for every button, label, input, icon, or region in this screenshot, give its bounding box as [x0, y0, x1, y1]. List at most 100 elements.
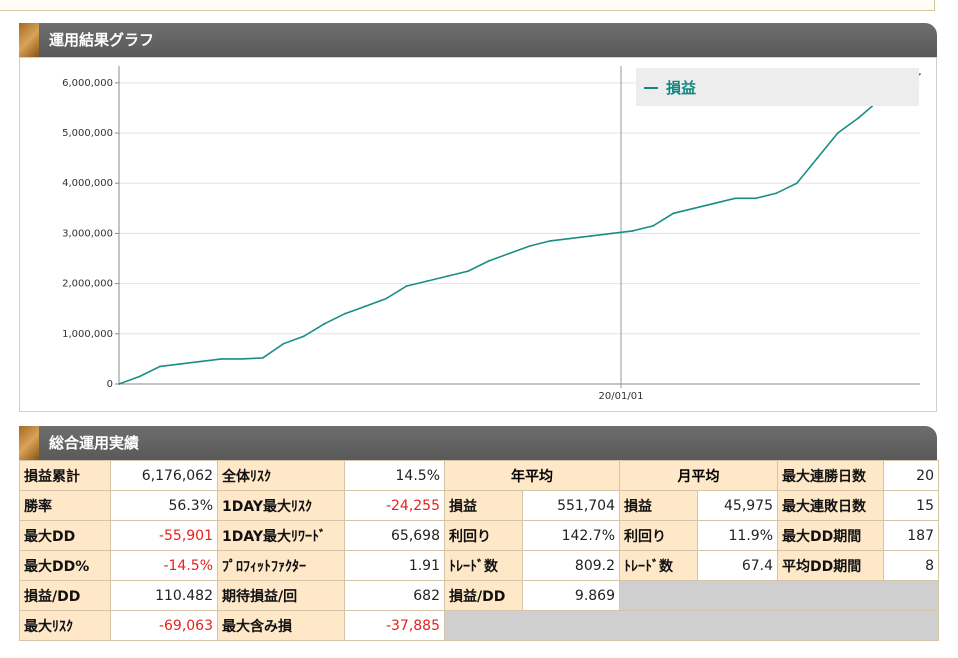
- data-point: [364, 305, 367, 308]
- data-point: [118, 383, 120, 385]
- data-point: [652, 225, 654, 227]
- y-tick-label: 5,000,000: [62, 128, 113, 139]
- stat-label: 最大含み損: [217, 610, 345, 641]
- data-point: [159, 365, 162, 368]
- performance-stats-table: 損益累計 6,176,062 全体ﾘｽｸ 14.5% 年平均 月平均 最大連勝日…: [19, 460, 939, 641]
- stat-label: 勝率: [19, 490, 111, 521]
- data-point: [713, 202, 716, 205]
- chart-section-header: 運用結果グラフ: [19, 23, 937, 57]
- y-tick-label: 6,000,000: [62, 78, 113, 89]
- data-point: [795, 182, 798, 185]
- data-point: [200, 360, 203, 363]
- header-accent-mark: [19, 426, 39, 460]
- stats-row-5: 損益/DD 110.482 期待損益/回 682 損益/DD 9.869: [19, 580, 939, 611]
- stat-value: 11.9%: [697, 520, 778, 551]
- series-line: [118, 73, 921, 385]
- stat-label: 利回り: [619, 520, 698, 551]
- data-point: [385, 297, 387, 300]
- monthly-average-header: 月平均: [619, 460, 778, 491]
- data-point: [241, 358, 244, 360]
- stat-label: ﾄﾚｰﾄﾞ数: [444, 550, 523, 581]
- stat-label: 最大連勝日数: [777, 460, 884, 491]
- data-point: [282, 342, 285, 345]
- stat-value: 65,698: [344, 520, 445, 551]
- data-point: [220, 358, 223, 360]
- stats-section-title: 総合運用実績: [49, 434, 140, 452]
- performance-chart: 0 1,000,000 2,000,000 3,000,000 4,000,000 5,0…: [19, 57, 937, 412]
- data-point: [426, 280, 428, 282]
- stat-value: 142.7%: [522, 520, 620, 551]
- stats-row-2: 勝率 56.3% 1DAY最大ﾘｽｸ -24,255 損益 551,704 損益…: [19, 490, 939, 521]
- stat-label: 1DAY最大ﾘｽｸ: [217, 490, 345, 521]
- y-tick-label: 4,000,000: [62, 178, 113, 189]
- stat-value: 809.2: [522, 550, 620, 581]
- stat-value: -24,255: [344, 490, 445, 521]
- chart-legend[interactable]: 損益: [636, 68, 919, 106]
- y-tick-label: 1,000,000: [62, 329, 113, 340]
- header-accent-mark: [19, 23, 39, 57]
- data-point: [919, 73, 921, 75]
- stat-value: 67.4: [697, 550, 778, 581]
- stat-label: 最大ﾘｽｸ: [19, 610, 111, 641]
- legend-line-icon: [644, 87, 658, 89]
- stats-row-4: 最大DD% -14.5% ﾌﾟﾛﾌｨｯﾄﾌｧｸﾀｰ 1.91 ﾄﾚｰﾄﾞ数 80…: [19, 550, 939, 581]
- data-point: [672, 212, 675, 215]
- data-point: [816, 157, 819, 159]
- stat-label: 平均DD期間: [777, 550, 884, 581]
- stat-label: 損益: [444, 490, 523, 521]
- data-point: [261, 357, 264, 359]
- stat-label: 最大DD期間: [777, 520, 884, 551]
- empty-cell: [619, 580, 939, 611]
- stat-value: 682: [344, 580, 445, 611]
- data-point: [590, 235, 593, 237]
- stats-section-header: 総合運用実績: [19, 426, 937, 460]
- data-point: [836, 132, 839, 134]
- yearly-average-header: 年平均: [444, 460, 620, 491]
- stat-value: -69,063: [110, 610, 218, 641]
- stat-label: 全体ﾘｽｸ: [217, 460, 345, 491]
- data-point: [734, 197, 737, 200]
- data-point: [754, 197, 757, 200]
- stat-value: 110.482: [110, 580, 218, 611]
- stat-label: 期待損益/回: [217, 580, 345, 611]
- data-point: [344, 312, 346, 315]
- stat-value: 187: [883, 520, 939, 551]
- stat-label: 損益: [619, 490, 698, 521]
- stat-label: 最大連敗日数: [777, 490, 884, 521]
- data-point: [569, 237, 572, 240]
- stat-label: 1DAY最大ﾘﾜｰﾄﾞ: [217, 520, 345, 551]
- stat-value: 20: [883, 460, 939, 491]
- data-point: [405, 285, 408, 287]
- stat-label: 損益/DD: [444, 580, 523, 611]
- stat-label: 最大DD: [19, 520, 111, 551]
- data-point: [611, 232, 613, 235]
- legend-label: 損益: [666, 79, 697, 97]
- data-point: [631, 230, 634, 232]
- y-tick-label: 2,000,000: [62, 279, 113, 290]
- stat-value: 56.3%: [110, 490, 218, 521]
- x-tick-label: 20/01/01: [599, 391, 644, 402]
- stats-row-1: 損益累計 6,176,062 全体ﾘｽｸ 14.5% 年平均 月平均 最大連勝日…: [19, 460, 939, 491]
- stat-value: 6,176,062: [110, 460, 218, 491]
- y-tick-label: 3,000,000: [62, 228, 113, 239]
- data-point: [446, 275, 449, 277]
- data-point: [857, 117, 860, 119]
- data-point: [775, 192, 778, 195]
- y-tick-label: 0: [107, 379, 113, 390]
- stats-row-3: 最大DD -55,901 1DAY最大ﾘﾜｰﾄﾞ 65,698 利回り 142.…: [19, 520, 939, 551]
- data-point: [487, 260, 490, 262]
- stats-row-6: 最大ﾘｽｸ -69,063 最大含み損 -37,885: [19, 610, 939, 641]
- data-point: [467, 270, 470, 272]
- data-point: [323, 322, 326, 325]
- stat-value: 15: [883, 490, 939, 521]
- data-point: [549, 240, 552, 242]
- stat-label: ﾄﾚｰﾄﾞ数: [619, 550, 698, 581]
- stat-value: -37,885: [344, 610, 445, 641]
- stat-label: 損益/DD: [19, 580, 111, 611]
- stat-label: ﾌﾟﾛﾌｨｯﾄﾌｧｸﾀｰ: [217, 550, 345, 581]
- top-panel-border: [0, 0, 935, 11]
- data-point: [179, 363, 182, 365]
- stat-label: 最大DD%: [19, 550, 111, 581]
- stat-value: 45,975: [697, 490, 778, 521]
- data-point: [138, 375, 141, 378]
